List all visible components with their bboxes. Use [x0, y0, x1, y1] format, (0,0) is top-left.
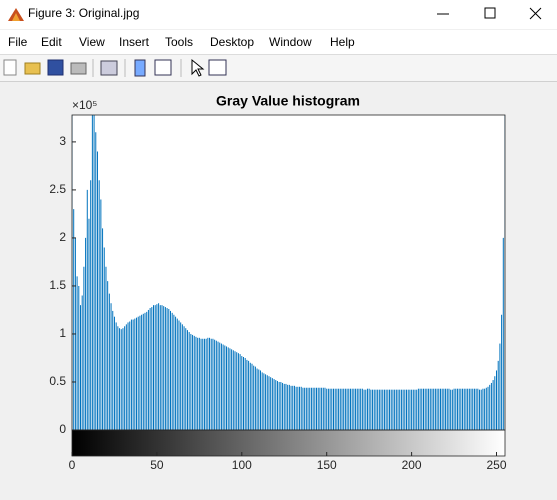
- menu-item[interactable]: Help: [330, 35, 355, 49]
- x-tick-label: 100: [232, 458, 252, 472]
- menu-bar: File Edit View Insert Tools Desktop Window Help: [0, 30, 557, 55]
- toolbar: [0, 55, 557, 82]
- axes-box: [71, 114, 506, 431]
- legend-icon[interactable]: [154, 59, 172, 76]
- toolbar-icons: [3, 58, 227, 77]
- menu-item[interactable]: Desktop: [210, 35, 255, 49]
- pointer-icon[interactable]: [191, 58, 205, 77]
- menu-item[interactable]: Insert: [119, 35, 150, 49]
- y-tick-label: 2.5: [49, 182, 66, 196]
- menu-item[interactable]: Tools: [165, 35, 194, 49]
- menu-item[interactable]: View: [79, 35, 105, 49]
- new-icon[interactable]: [3, 59, 17, 76]
- x-tick-label: 150: [317, 458, 337, 472]
- menu-item[interactable]: Window: [269, 35, 312, 49]
- maximize[interactable]: [484, 7, 496, 19]
- close[interactable]: [529, 7, 542, 20]
- print-icon[interactable]: [70, 62, 87, 75]
- menu-item[interactable]: File: [8, 35, 28, 49]
- x-tick-label: 250: [486, 458, 506, 472]
- gray-colorbar: [71, 429, 506, 457]
- app-icon: [8, 8, 24, 21]
- x-tick-label: 50: [150, 458, 164, 472]
- y-tick-label: 1: [59, 326, 66, 340]
- y-tick-label: 3: [59, 134, 66, 148]
- window-controls[interactable]: [417, 0, 557, 29]
- propertyeditor-icon[interactable]: [208, 59, 227, 76]
- y-tick-label: 0: [59, 422, 66, 436]
- open-icon[interactable]: [24, 62, 41, 75]
- colorbar-icon[interactable]: [134, 59, 146, 77]
- x-tick-label: 0: [69, 458, 76, 472]
- y-tick-label: 0.5: [49, 374, 66, 388]
- window-title: Figure 3: Original.jpg: [28, 6, 140, 20]
- title-bar: Figure 3: Original.jpg: [0, 0, 557, 29]
- y-tick-label: 2: [59, 230, 66, 244]
- x-tick-label: 200: [402, 458, 422, 472]
- printpreview-icon[interactable]: [100, 60, 118, 76]
- chart: Gray Value histogram ×10⁵ 0 0.5 1 1.5 2 2.5 3 0…: [49, 93, 507, 472]
- y-tick-label: 1.5: [49, 278, 66, 292]
- exponent-label: ×10⁵: [72, 98, 97, 112]
- save-icon[interactable]: [47, 59, 64, 76]
- chart-title: Gray Value histogram: [216, 93, 360, 109]
- plot-area: [72, 115, 505, 430]
- menu-item[interactable]: Edit: [41, 35, 62, 49]
